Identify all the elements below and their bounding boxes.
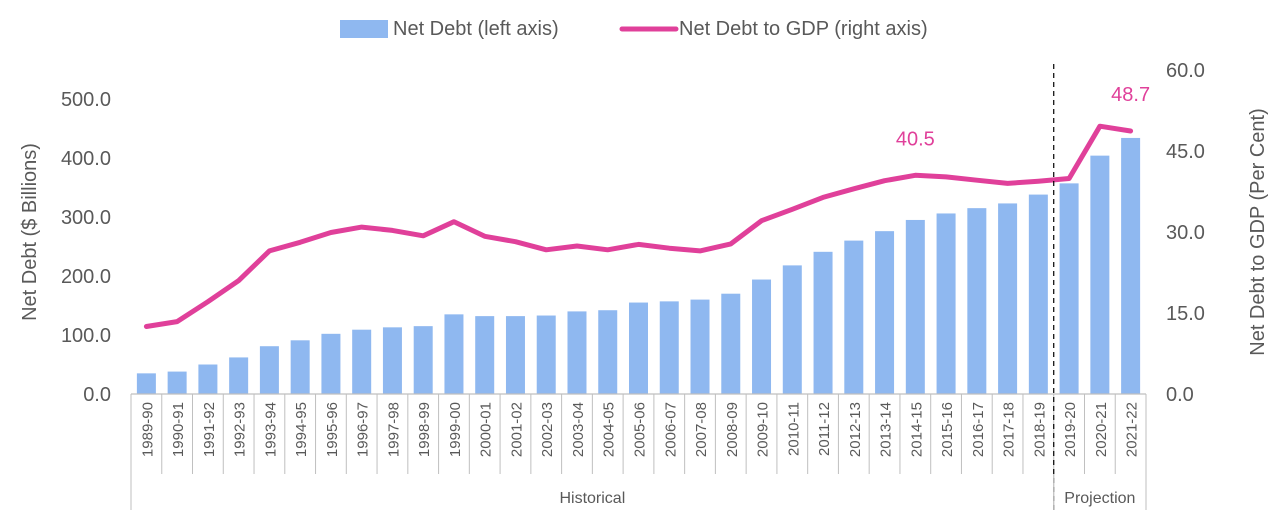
- y-right-tick-label: 45.0: [1166, 141, 1205, 163]
- bar-1992-93: [229, 357, 249, 394]
- x-tick-label: 2016-17: [970, 402, 987, 457]
- x-tick-label: 1998-99: [416, 402, 433, 457]
- bar-2019-20: [1059, 183, 1079, 394]
- bar-2017-18: [998, 203, 1018, 394]
- bar-1990-91: [167, 371, 187, 394]
- data-label-2021-22: 48.7: [1111, 84, 1150, 106]
- bar-1995-96: [321, 333, 341, 394]
- y-left-tick-label: 0.0: [83, 384, 111, 406]
- x-tick-label: 2015-16: [939, 402, 956, 457]
- x-tick-label: 1989-90: [139, 402, 156, 457]
- y-left-tick-label: 500.0: [61, 89, 111, 111]
- bar-2006-07: [659, 301, 679, 394]
- group-label-historical: Historical: [559, 490, 625, 507]
- x-tick-label: 2011-12: [816, 402, 833, 456]
- x-tick-label: 1993-94: [262, 402, 279, 457]
- legend-bar-swatch: [340, 20, 388, 38]
- bar-2014-15: [905, 219, 925, 394]
- bar-2021-22: [1121, 137, 1141, 394]
- y-right-tick-label: 0.0: [1166, 384, 1194, 406]
- x-tick-label: 2007-08: [693, 402, 710, 457]
- annotations: 40.5 48.7: [896, 84, 1150, 150]
- legend-line-label: Net Debt to GDP (right axis): [679, 18, 928, 40]
- y-left-tick-label: 300.0: [61, 207, 111, 229]
- y-left-ticks: 0.0 100.0 200.0 300.0 400.0 500.0: [61, 89, 111, 406]
- x-tick-label: 2000-01: [478, 402, 495, 457]
- bar-2011-12: [813, 251, 833, 394]
- bar-2003-04: [567, 311, 587, 394]
- y-right-tick-label: 60.0: [1166, 60, 1205, 82]
- x-tick-label: 2017-18: [1001, 402, 1018, 457]
- bar-1993-94: [259, 346, 279, 394]
- bar-2013-14: [875, 231, 895, 394]
- bar-1991-92: [198, 364, 218, 394]
- axis-lines: [130, 393, 1147, 474]
- bar-2018-19: [1028, 194, 1048, 394]
- y-left-axis-title: Net Debt ($ Billions): [19, 143, 41, 321]
- bar-2012-13: [844, 240, 864, 394]
- bar-2009-10: [752, 279, 772, 394]
- x-tick-label: 2008-09: [724, 402, 741, 457]
- bar-1998-99: [413, 326, 433, 394]
- category-groups: Historical Projection: [130, 474, 1147, 510]
- x-tick-label: 2002-03: [539, 402, 556, 457]
- y-right-tick-label: 15.0: [1166, 303, 1205, 325]
- x-tick-label: 2012-13: [847, 402, 864, 457]
- bar-2001-02: [505, 316, 525, 394]
- x-tick-label: 2010-11: [785, 402, 802, 456]
- x-tick-label: 2001-02: [508, 402, 525, 457]
- y-right-ticks: 0.0 15.0 30.0 45.0 60.0: [1166, 60, 1205, 406]
- bar-2007-08: [690, 299, 710, 394]
- y-right-axis-title: Net Debt to GDP (Per Cent): [1247, 108, 1269, 356]
- x-tick-label: 2006-07: [662, 402, 679, 457]
- data-label-2014-15: 40.5: [896, 128, 935, 150]
- bar-1989-90: [136, 373, 156, 394]
- bar-2015-16: [936, 213, 956, 394]
- x-tick-label: 1991-92: [201, 402, 218, 457]
- bar-1997-98: [382, 327, 402, 394]
- x-tick-label: 2009-10: [755, 402, 772, 457]
- bar-2005-06: [629, 302, 648, 394]
- bar-2008-09: [721, 293, 741, 394]
- bar-2016-17: [967, 208, 987, 394]
- bar-2002-03: [536, 315, 556, 394]
- legend-bar-label: Net Debt (left axis): [393, 18, 559, 40]
- bar-1996-97: [352, 329, 372, 394]
- net-debt-to-gdp-line: [143, 123, 1134, 329]
- bar-1999-00: [444, 314, 464, 394]
- y-left-tick-label: 400.0: [61, 148, 111, 170]
- bar-2004-05: [598, 310, 618, 394]
- legend: Net Debt (left axis) Net Debt to GDP (ri…: [340, 18, 928, 40]
- x-tick-label: 2020-21: [1093, 402, 1110, 457]
- x-tick-label: 2014-15: [908, 402, 925, 457]
- x-tick-label: 2005-06: [632, 402, 649, 457]
- bar-1994-95: [290, 340, 310, 394]
- y-left-tick-label: 200.0: [61, 266, 111, 288]
- y-left-tick-label: 100.0: [61, 325, 111, 347]
- x-tick-label: 2021-22: [1124, 402, 1141, 457]
- x-tick-label: 2018-19: [1031, 402, 1048, 457]
- x-tick-label: 1995-96: [324, 402, 341, 457]
- x-tick-label: 1997-98: [385, 402, 402, 457]
- x-tick-label: 1992-93: [232, 402, 249, 457]
- x-tick-label: 1996-97: [355, 402, 372, 457]
- y-right-tick-label: 30.0: [1166, 222, 1205, 244]
- bar-2000-01: [475, 316, 495, 394]
- x-tick-label: 2013-14: [878, 402, 895, 457]
- bars: [136, 137, 1141, 394]
- x-tick-label: 1994-95: [293, 402, 310, 457]
- x-tick-label: 1999-00: [447, 402, 464, 457]
- x-tick-labels: 1989-90 1990-91 1991-92 1992-93 1993-94 1994-…: [139, 402, 1140, 457]
- bar-2020-21: [1090, 155, 1110, 394]
- x-tick-label: 2019-20: [1062, 402, 1079, 457]
- x-tick-label: 2003-04: [570, 402, 587, 457]
- group-label-projection: Projection: [1064, 490, 1135, 507]
- x-tick-label: 1990-91: [170, 402, 187, 457]
- bar-2010-11: [782, 265, 802, 394]
- x-tick-label: 2004-05: [601, 402, 618, 457]
